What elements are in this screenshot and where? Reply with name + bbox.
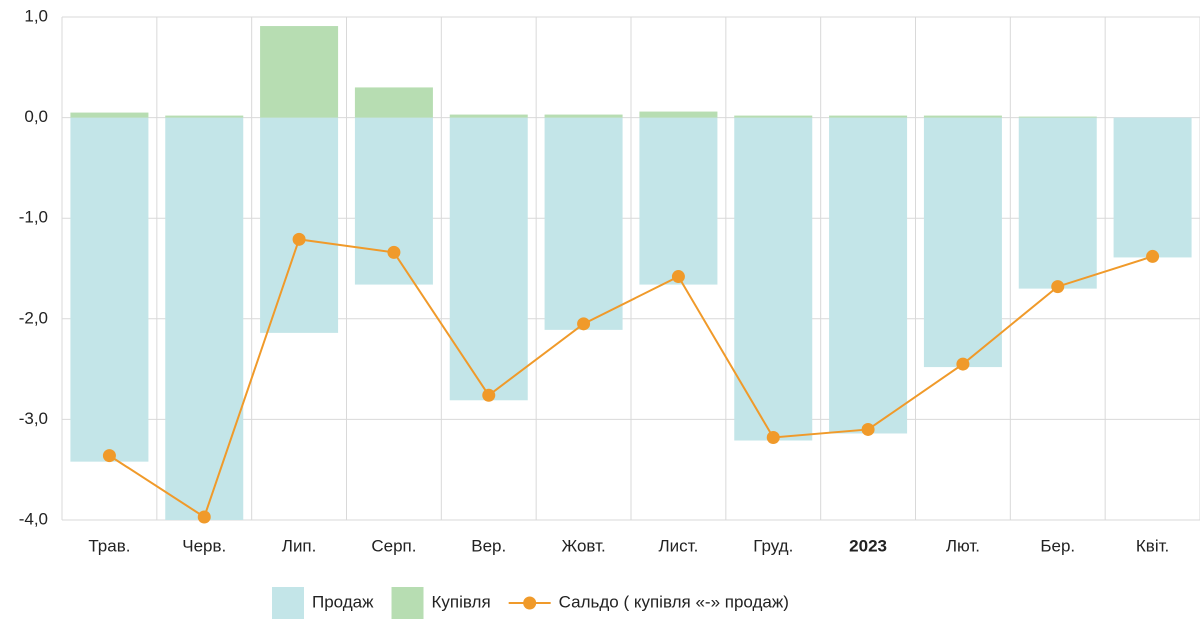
- line-point: [387, 245, 401, 259]
- legend-item: Купівля: [391, 587, 491, 619]
- bar: [1113, 117, 1192, 258]
- line-point: [766, 431, 780, 445]
- bar: [354, 117, 433, 285]
- legend-label: Продаж: [312, 592, 374, 611]
- line-point: [292, 232, 306, 246]
- bar: [1018, 117, 1097, 289]
- bar: [639, 111, 718, 118]
- bar: [1018, 116, 1097, 118]
- bar: [449, 117, 528, 401]
- bar: [544, 114, 623, 118]
- line-point: [482, 388, 496, 402]
- bar: [260, 117, 339, 333]
- line-point: [956, 357, 970, 371]
- bar: [165, 115, 244, 118]
- x-tick-label: Жовт.: [561, 536, 605, 555]
- line-point: [1051, 280, 1065, 294]
- legend-marker: [523, 596, 537, 610]
- x-tick-label: Черв.: [182, 536, 226, 555]
- x-tick-label: Квіт.: [1136, 536, 1169, 555]
- bar: [70, 117, 149, 462]
- line-point: [671, 270, 685, 284]
- x-tick-label: Лют.: [946, 536, 980, 555]
- line-point: [197, 510, 211, 524]
- x-tick-label: Вер.: [471, 536, 506, 555]
- legend-label: Сальдо ( купівля «-» продаж): [559, 592, 789, 611]
- y-tick-label: -3,0: [19, 409, 48, 428]
- line: [108, 238, 1153, 519]
- x-tick-label: Груд.: [753, 536, 793, 555]
- legend-swatch: [391, 587, 424, 619]
- bar: [734, 115, 813, 118]
- y-tick-label: -1,0: [19, 208, 48, 227]
- legend-item: Продаж: [272, 587, 374, 619]
- x-tick-label: Лип.: [282, 536, 317, 555]
- bar: [449, 114, 528, 118]
- y-tick-label: -4,0: [19, 509, 48, 528]
- bar: [639, 117, 718, 285]
- line-point: [577, 317, 591, 331]
- bar: [260, 26, 339, 118]
- line-point: [861, 422, 875, 436]
- y-tick-label: -2,0: [19, 308, 48, 327]
- bar: [165, 117, 244, 520]
- x-tick-label: Трав.: [88, 536, 130, 555]
- bar: [923, 117, 1002, 368]
- y-tick-label: 1,0: [24, 6, 48, 25]
- x-tick-label: Серп.: [371, 536, 416, 555]
- y-tick-label: 0,0: [24, 107, 48, 126]
- legend-label: Купівля: [432, 592, 491, 611]
- x-tick-label: Лист.: [659, 536, 699, 555]
- line-point: [1146, 249, 1160, 263]
- bar: [829, 115, 908, 118]
- legend-item: Сальдо ( купівля «-» продаж): [508, 592, 789, 611]
- x-tick-label: 2023: [849, 536, 887, 555]
- bar: [354, 87, 433, 118]
- line-point: [102, 449, 116, 463]
- bar: [70, 112, 149, 118]
- bar: [734, 117, 813, 441]
- legend-swatch: [272, 587, 304, 619]
- bar: [829, 117, 908, 434]
- bar: [544, 117, 623, 330]
- x-tick-label: Бер.: [1040, 536, 1075, 555]
- bar: [923, 115, 1002, 118]
